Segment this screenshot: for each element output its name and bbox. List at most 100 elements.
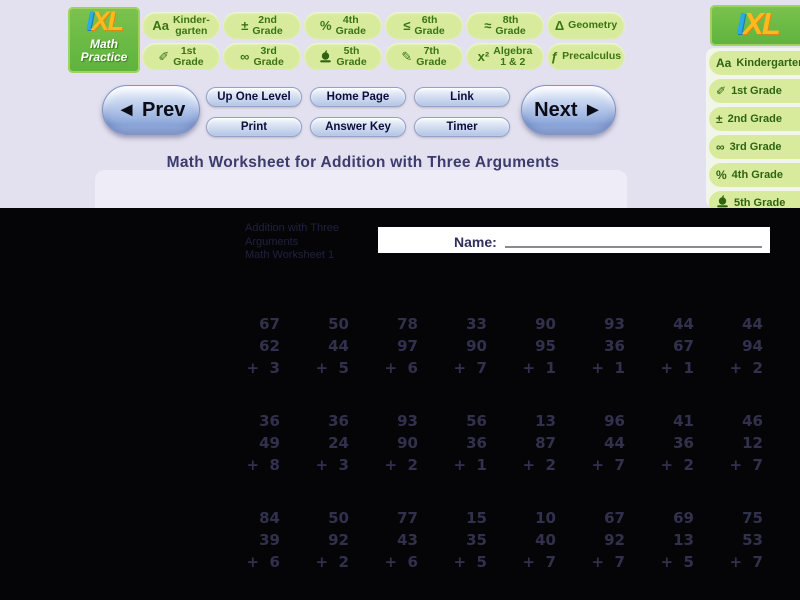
sidebar-item-label: 1st Grade xyxy=(731,85,782,97)
problem-cell: 69 13 + 5 xyxy=(650,507,694,573)
problem-line: 49 xyxy=(259,434,280,452)
problem-line: 33 xyxy=(466,315,487,333)
problem-line: 35 xyxy=(466,531,487,549)
grade-button-6th-grade[interactable]: ≤6th Grade xyxy=(385,12,463,39)
problem-cell: 36 49 + 8 xyxy=(236,410,280,476)
problem-line: + 7 xyxy=(522,553,556,571)
grade-button-2nd-grade[interactable]: ±2nd Grade xyxy=(223,12,301,39)
problem-line: 13 xyxy=(535,412,556,430)
infinity-icon: ∞ xyxy=(716,140,725,154)
grade-button-7th-grade[interactable]: ✎ 7th Grade xyxy=(385,43,463,70)
problem-line: + 1 xyxy=(591,359,625,377)
problem-line: 46 xyxy=(742,412,763,430)
home-page-button[interactable]: Home Page xyxy=(310,87,406,107)
problem-line: 39 xyxy=(259,531,280,549)
problem-cell: 75 53 + 7 xyxy=(719,507,763,573)
worksheet-meta: Addition with Three Arguments Math Works… xyxy=(245,222,339,263)
sidebar-item-4th-grade[interactable]: % 4th Grade xyxy=(709,163,800,187)
grade-button-kindergarten[interactable]: Aa Kinder-garten xyxy=(142,12,220,39)
problem-line: 77 xyxy=(397,509,418,527)
problem-line: 44 xyxy=(328,337,349,355)
prev-button-label: ◄ Prev xyxy=(116,98,186,121)
logo-subtitle: Math Practice xyxy=(80,37,128,64)
problem-line: 15 xyxy=(466,509,487,527)
problem-cell: 77 43 + 6 xyxy=(374,507,418,573)
answer-key-button[interactable]: Answer Key xyxy=(310,117,406,137)
plus-minus-icon: ± xyxy=(241,18,249,33)
ixl-logo[interactable]: IXL Math Practice xyxy=(68,7,140,73)
print-button[interactable]: Print xyxy=(206,117,302,137)
sidebar-item-1st-grade[interactable]: ✐ 1st Grade xyxy=(709,79,800,103)
sidebar-item-3rd-grade[interactable]: ∞ 3rd Grade xyxy=(709,135,800,159)
next-button[interactable]: Next ► xyxy=(521,85,616,135)
sidebar-item-label: 3rd Grade xyxy=(729,141,782,153)
problem-line: 36 xyxy=(259,412,280,430)
problem-cell: 50 44 + 5 xyxy=(305,313,349,379)
function-icon: ƒ xyxy=(550,49,559,64)
grade-button-geometry[interactable]: Δ Geometry xyxy=(547,12,625,39)
problem-line: 50 xyxy=(328,509,349,527)
page-title: Math Worksheet for Addition with Three A… xyxy=(166,154,560,171)
grade-button-label: 7th Grade xyxy=(416,44,447,68)
problem-line: 67 xyxy=(673,337,694,355)
problem-line: + 7 xyxy=(591,456,625,474)
problem-row: 67 62 + 3 50 44 + 5 78 97 + 6 33 90 + 7 90 95 + 1 93 36 +… xyxy=(236,313,763,379)
grade-button-3rd-grade[interactable]: ∞ 3rd Grade xyxy=(223,43,301,70)
problem-cell: 15 35 + 5 xyxy=(443,507,487,573)
next-button-label: Next ► xyxy=(534,98,603,121)
up-one-level-button[interactable]: Up One Level xyxy=(206,87,302,107)
problem-line: 94 xyxy=(742,337,763,355)
grade-button-4th-grade[interactable]: % 4th Grade xyxy=(304,12,382,39)
grade-button-1st-grade[interactable]: ✐ 1st Grade xyxy=(142,43,220,70)
problem-row: 84 39 + 6 50 92 + 2 77 43 + 6 15 35 + 5 10 40 + 7 67 92 +… xyxy=(236,507,763,573)
problem-line: 44 xyxy=(604,434,625,452)
button-label: Print xyxy=(240,121,268,133)
problem-line: + 6 xyxy=(384,359,418,377)
problem-line: 95 xyxy=(535,337,556,355)
grade-button-label: 2nd Grade xyxy=(252,13,283,37)
prev-button[interactable]: ◄ Prev xyxy=(102,85,200,135)
ixl-logo-right[interactable]: IXL xyxy=(710,5,800,46)
sidebar-item-kindergarten[interactable]: Aa Kindergarten xyxy=(709,51,800,75)
problem-cell: 67 92 + 7 xyxy=(581,507,625,573)
letters-aa-icon: Aa xyxy=(152,18,169,33)
problem-line: 41 xyxy=(673,412,694,430)
sidebar-item-label: 5th Grade xyxy=(734,197,786,209)
problem-cell: 56 36 + 1 xyxy=(443,410,487,476)
sidebar-item-2nd-grade[interactable]: ±2nd Grade xyxy=(709,107,800,131)
apple-icon xyxy=(319,49,332,64)
grade-button-algebra-1-2[interactable]: x² Algebra 1 & 2 xyxy=(466,43,544,70)
problem-line: 90 xyxy=(466,337,487,355)
problem-line: + 6 xyxy=(246,553,280,571)
ixl-wordmark: IXL xyxy=(85,6,124,36)
grade-button-label: 5th Grade xyxy=(336,44,367,68)
name-blank-line xyxy=(504,245,762,248)
problem-cell: 46 12 + 7 xyxy=(719,410,763,476)
link-button[interactable]: Link xyxy=(414,87,510,107)
problem-cell: 33 90 + 7 xyxy=(443,313,487,379)
problem-line: + 7 xyxy=(729,553,763,571)
sidebar-item-label: Kindergarten xyxy=(736,57,800,69)
problem-line: 92 xyxy=(328,531,349,549)
apple-icon xyxy=(716,195,729,211)
problem-line: 44 xyxy=(742,315,763,333)
approx-icon: ≈ xyxy=(484,18,492,33)
triangle-icon: Δ xyxy=(554,18,565,33)
problem-line: + 5 xyxy=(315,359,349,377)
problem-line: 44 xyxy=(673,315,694,333)
grade-button-precalculus[interactable]: ƒ Precalculus xyxy=(547,43,625,70)
grade-button-label: Algebra 1 & 2 xyxy=(493,44,533,68)
problem-line: 53 xyxy=(742,531,763,549)
problem-line: 36 xyxy=(466,434,487,452)
problem-line: + 2 xyxy=(729,359,763,377)
problem-line: 50 xyxy=(328,315,349,333)
problem-line: + 7 xyxy=(591,553,625,571)
grade-sidebar: Aa Kindergarten ✐ 1st Grade ±2nd Grade ∞ 3rd G… xyxy=(706,48,800,215)
timer-button[interactable]: Timer xyxy=(414,117,510,137)
worksheet-area xyxy=(0,208,800,600)
grade-button-5th-grade[interactable]: 5th Grade xyxy=(304,43,382,70)
grade-button-label: 6th Grade xyxy=(414,13,445,37)
grade-button-8th-grade[interactable]: ≈8th Grade xyxy=(466,12,544,39)
button-label: Up One Level xyxy=(217,91,291,103)
problem-line: + 2 xyxy=(384,456,418,474)
